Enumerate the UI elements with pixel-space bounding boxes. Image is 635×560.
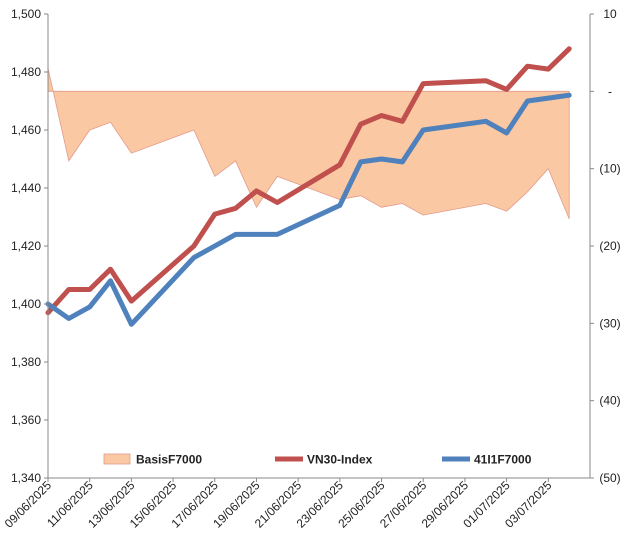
x-axis-labels: 09/06/202511/06/202513/06/202515/06/2025… — [2, 478, 555, 531]
legend-label-0: BasisF7000 — [136, 453, 202, 467]
left-tick-label: 1,360 — [11, 413, 41, 427]
legend: BasisF7000 VN30-Index 41I1F7000 — [104, 453, 532, 467]
right-tick-label: - — [608, 84, 612, 98]
left-tick-label: 1,440 — [11, 181, 41, 195]
right-tick-label: (50) — [599, 471, 620, 485]
right-tick-label: (10) — [599, 162, 620, 176]
left-tick-label: 1,340 — [11, 471, 41, 485]
right-tick-label: (40) — [599, 394, 620, 408]
legend-label-2: 41I1F7000 — [474, 453, 532, 467]
area-layer — [48, 68, 569, 219]
legend-swatch-0 — [104, 454, 130, 464]
left-tick-label: 1,420 — [11, 239, 41, 253]
right-tick-label: 10 — [603, 7, 617, 21]
left-tick-label: 1,460 — [11, 123, 41, 137]
legend-label-1: VN30-Index — [307, 453, 373, 467]
left-tick-label: 1,380 — [11, 355, 41, 369]
left-tick-label: 1,400 — [11, 297, 41, 311]
series-area-0 — [48, 68, 569, 219]
right-axis-labels: 10 - (10) (20) (30) (40) (50) — [599, 7, 620, 485]
left-tick-label: 1,500 — [11, 7, 41, 21]
left-axis-labels: 1,340 1,360 1,380 1,400 1,420 1,440 1,460 1,480… — [11, 7, 41, 485]
left-tick-label: 1,480 — [11, 65, 41, 79]
right-tick-label: (20) — [599, 239, 620, 253]
right-tick-label: (30) — [599, 316, 620, 330]
